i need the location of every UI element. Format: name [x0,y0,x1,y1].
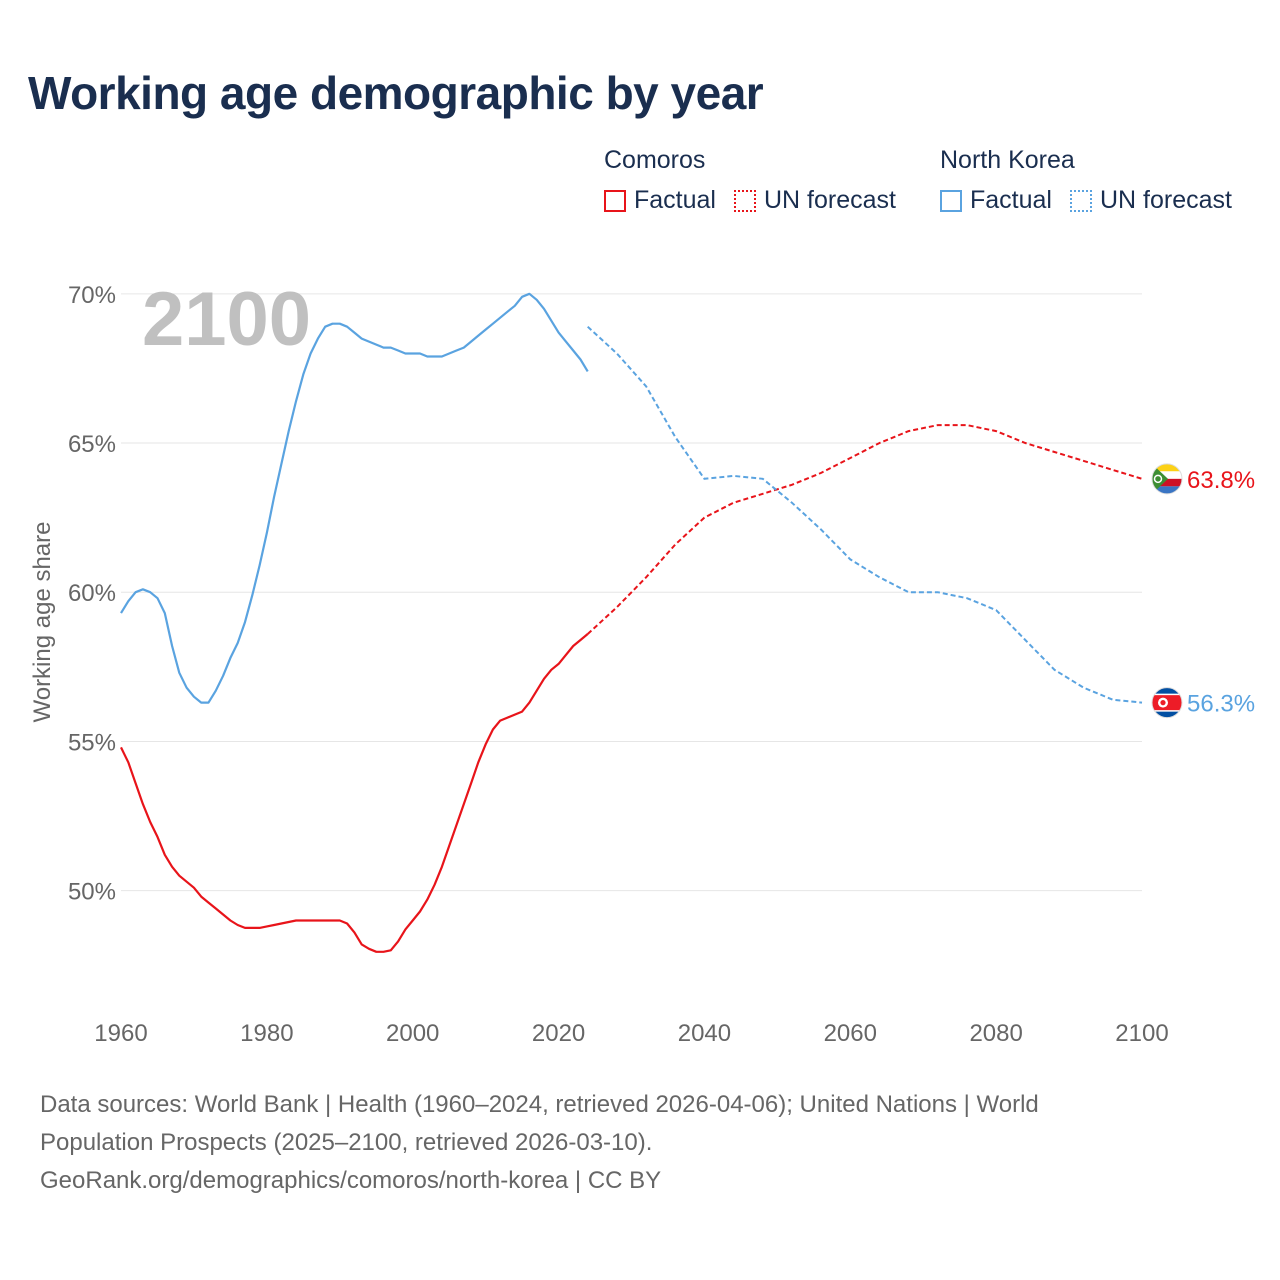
north-korea-forecast-line [587,325,1143,704]
footer-sources-line1: Data sources: World Bank | Health (1960–… [40,1091,1039,1118]
x-tick-label: 2000 [386,1020,439,1047]
legend-swatch-solid [604,189,626,212]
comoros-end-value-label: 63.8% [1187,467,1255,494]
x-tick-label: 2080 [969,1020,1022,1047]
legend-label: Factual [634,186,716,214]
footer: Data sources: World Bank | Health (1960–… [40,1086,1190,1200]
legend-label: Factual [970,186,1052,214]
legend-item-north-korea-factual[interactable]: Factual [940,186,1052,215]
y-tick-label: 55% [68,729,116,756]
north-korea-end-value-label: 56.3% [1187,691,1255,718]
line-chart: 2100 50% 55% 60% 65% 70% 1960 1980 2000 2020 204… [29,277,1255,1047]
y-tick-label: 65% [68,431,116,458]
y-tick-label: 50% [68,879,116,906]
comoros-factual-line [120,633,589,953]
legend-label: UN forecast [763,186,896,214]
x-tick-label: 2020 [532,1020,585,1047]
legend-item-north-korea-forecast[interactable]: UN forecast [1069,186,1232,215]
legend-group-name: North Korea [940,146,1075,174]
x-axis: 1960 1980 2000 2020 2040 2060 2080 2100 [94,1020,1168,1047]
legend-group-north-korea: North Korea Factual UN forecast [940,144,1250,215]
x-tick-label: 2100 [1115,1020,1168,1047]
legend-swatch-solid [940,189,962,212]
end-markers: 63.8% 56.3% [1151,463,1255,719]
comoros-forecast-line [587,424,1143,635]
north-korea-flag-icon [1151,687,1183,719]
y-axis: 50% 55% 60% 65% 70% [68,282,116,906]
legend-group-comoros: Comoros Factual UN forecast [604,144,914,215]
y-axis-label: Working age share [29,522,56,723]
y-tick-label: 70% [68,282,116,309]
legend-item-comoros-factual[interactable]: Factual [604,186,716,215]
legend-swatch-dotted [733,189,756,212]
legend-label: UN forecast [1099,186,1232,214]
comoros-flag-icon [1151,463,1183,495]
x-tick-label: 1960 [94,1020,147,1047]
x-tick-label: 2040 [678,1020,731,1047]
north-korea-factual-line [120,292,589,704]
legend-group-name: Comoros [604,146,706,174]
series-lines [120,292,1143,953]
legend-item-comoros-forecast[interactable]: UN forecast [733,186,896,215]
x-tick-label: 2060 [824,1020,877,1047]
legend-swatch-dotted [1069,189,1092,212]
y-tick-label: 60% [68,580,116,607]
footer-sources-line2: Population Prospects (2025–2100, retriev… [40,1129,653,1156]
x-tick-label: 1980 [240,1020,293,1047]
current-year-watermark: 2100 [142,277,311,362]
chart-title: Working age demographic by year [28,67,764,119]
footer-attribution[interactable]: GeoRank.org/demographics/comoros/north-k… [40,1167,662,1194]
